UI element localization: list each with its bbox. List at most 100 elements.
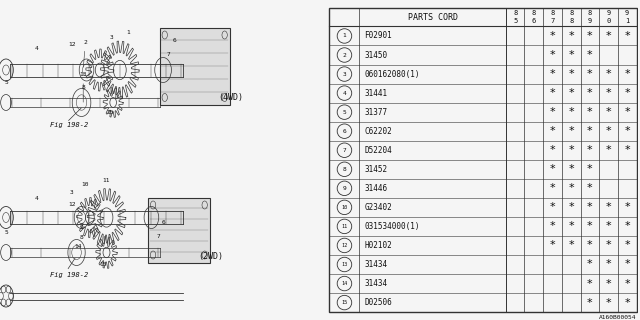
Text: 2: 2 <box>342 52 346 58</box>
Text: *: * <box>605 278 611 289</box>
Text: H02102: H02102 <box>364 241 392 250</box>
Text: 1: 1 <box>625 18 629 24</box>
Text: 9: 9 <box>625 10 629 16</box>
Text: *: * <box>568 221 574 231</box>
Text: G23402: G23402 <box>364 203 392 212</box>
Text: *: * <box>625 221 630 231</box>
Text: 6: 6 <box>532 18 536 24</box>
Text: 8: 8 <box>550 10 555 16</box>
Text: 5: 5 <box>513 18 517 24</box>
Text: 6: 6 <box>173 37 177 43</box>
Text: 15: 15 <box>341 300 348 305</box>
Text: *: * <box>605 221 611 231</box>
Text: 9: 9 <box>342 186 346 191</box>
Text: *: * <box>625 31 630 41</box>
Text: *: * <box>550 69 556 79</box>
Text: *: * <box>605 145 611 155</box>
Text: 15: 15 <box>99 262 107 268</box>
Text: 11: 11 <box>341 224 348 229</box>
Text: *: * <box>605 31 611 41</box>
Text: *: * <box>550 221 556 231</box>
Text: *: * <box>568 240 574 251</box>
Text: 12: 12 <box>68 43 76 47</box>
Text: *: * <box>625 107 630 117</box>
Text: 8: 8 <box>79 235 83 240</box>
Text: 1: 1 <box>342 34 346 38</box>
Text: *: * <box>568 69 574 79</box>
Text: *: * <box>625 69 630 79</box>
Text: *: * <box>587 298 593 308</box>
Text: *: * <box>568 164 574 174</box>
Text: 5: 5 <box>4 80 8 85</box>
Text: 8: 8 <box>569 18 573 24</box>
Text: *: * <box>605 107 611 117</box>
Text: *: * <box>605 69 611 79</box>
Text: *: * <box>587 202 593 212</box>
Text: 13: 13 <box>79 73 87 77</box>
Text: 12: 12 <box>68 203 76 207</box>
Text: 5: 5 <box>342 110 346 115</box>
Text: *: * <box>587 278 593 289</box>
Text: *: * <box>568 31 574 41</box>
Text: 031534000(1): 031534000(1) <box>364 222 420 231</box>
Text: 8: 8 <box>588 10 592 16</box>
Text: 3: 3 <box>70 190 74 195</box>
Text: *: * <box>587 88 593 98</box>
Text: *: * <box>568 145 574 155</box>
Text: *: * <box>550 107 556 117</box>
Text: *: * <box>587 260 593 269</box>
Text: *: * <box>625 145 630 155</box>
Text: *: * <box>605 126 611 136</box>
Text: *: * <box>568 202 574 212</box>
Text: 3: 3 <box>342 72 346 76</box>
Text: 6: 6 <box>342 129 346 134</box>
Text: *: * <box>550 50 556 60</box>
Text: *: * <box>605 298 611 308</box>
Text: *: * <box>625 202 630 212</box>
Text: *: * <box>587 183 593 193</box>
Text: C62202: C62202 <box>364 127 392 136</box>
Text: 31434: 31434 <box>364 260 387 269</box>
Text: *: * <box>550 183 556 193</box>
Text: *: * <box>550 164 556 174</box>
Text: 7: 7 <box>550 18 555 24</box>
Text: 7: 7 <box>342 148 346 153</box>
Text: 14: 14 <box>341 281 348 286</box>
Text: 1: 1 <box>126 30 130 35</box>
Text: *: * <box>587 126 593 136</box>
Text: 3: 3 <box>109 35 113 40</box>
Text: *: * <box>550 126 556 136</box>
Text: D52204: D52204 <box>364 146 392 155</box>
Text: 31377: 31377 <box>364 108 387 117</box>
Text: *: * <box>625 88 630 98</box>
Text: *: * <box>568 183 574 193</box>
Text: *: * <box>587 145 593 155</box>
Text: 5: 5 <box>4 230 8 235</box>
Text: 31446: 31446 <box>364 184 387 193</box>
Text: 7: 7 <box>166 52 170 58</box>
Text: Fig 198-2: Fig 198-2 <box>50 273 88 278</box>
Text: 31441: 31441 <box>364 89 387 98</box>
Text: *: * <box>550 240 556 251</box>
Text: 31434: 31434 <box>364 279 387 288</box>
Text: 31450: 31450 <box>364 51 387 60</box>
Text: *: * <box>625 298 630 308</box>
Text: *: * <box>587 107 593 117</box>
Text: *: * <box>625 260 630 269</box>
Text: 11: 11 <box>103 178 110 182</box>
Text: 8: 8 <box>342 167 346 172</box>
Text: *: * <box>605 88 611 98</box>
Text: F02901: F02901 <box>364 31 392 40</box>
Text: *: * <box>625 278 630 289</box>
Text: Fig 198-2: Fig 198-2 <box>50 123 88 129</box>
Text: D02506: D02506 <box>364 298 392 307</box>
Text: *: * <box>625 126 630 136</box>
Text: *: * <box>587 50 593 60</box>
Text: 8: 8 <box>81 85 85 90</box>
Text: *: * <box>550 145 556 155</box>
Text: 9: 9 <box>606 10 611 16</box>
Text: 9: 9 <box>588 18 592 24</box>
Text: 0: 0 <box>606 18 611 24</box>
Text: 13: 13 <box>341 262 348 267</box>
Text: *: * <box>550 31 556 41</box>
